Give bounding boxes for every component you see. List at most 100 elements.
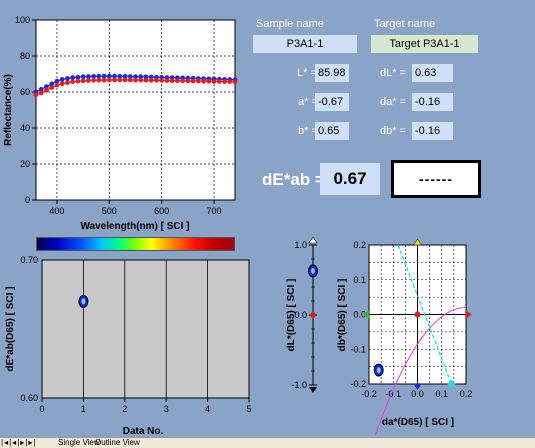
reflectance-point-red (65, 80, 70, 86)
dadb-sample-point-highlight (376, 367, 381, 374)
green-axis-marker (363, 310, 369, 319)
dE-y-label: dE*ab(D65) [ SCI ] (5, 286, 16, 371)
sample-name-field: P3A1-1 (253, 35, 357, 53)
reflectance-point-red (211, 78, 217, 84)
dE-data-point-highlight (81, 298, 86, 305)
reflectance-point-red (190, 78, 196, 84)
reflectance-point-red (148, 77, 154, 83)
dL-scale: dL*(D65) [ SCI ] 1.0 0.0 -1.0 (286, 236, 318, 393)
dadb-y-tick-label: -0.2 (350, 379, 366, 389)
reflectance-point-red (59, 81, 65, 87)
dadb-x-tick-label: 0.1 (435, 389, 448, 399)
measurement-panel: Reflectance(%) Wavelength(nm) [ SCI ] 0 2… (0, 0, 535, 437)
reflectance-point-red (122, 77, 128, 83)
reflectance-point-blue (70, 75, 76, 80)
reflectance-point-red (185, 78, 191, 84)
dL-scale-label: dL*(D65) [ SCI ] (286, 279, 297, 352)
dL-tick-label: 1.0 (294, 240, 307, 250)
reflectance-point-blue (54, 78, 60, 84)
dL-tick-label: -1.0 (291, 380, 307, 390)
reflectance-point-red (106, 77, 112, 83)
dE-x-tick-label: 1 (81, 404, 86, 414)
reflectance-point-red (80, 78, 86, 84)
reflectance-chart: Reflectance(%) Wavelength(nm) [ SCI ] 0 2… (3, 15, 238, 232)
dadb-x-tick-label: -0.1 (385, 389, 401, 399)
reflectance-point-blue (127, 74, 133, 79)
blue-axis-marker (413, 384, 422, 390)
dE-x-tick-label: 3 (164, 404, 169, 414)
reflectance-point-red (159, 78, 165, 83)
reflectance-point-blue (59, 77, 65, 82)
reflectance-point-red (33, 92, 39, 98)
reflectance-point-blue (117, 73, 123, 79)
reflectance-point-red (38, 90, 44, 96)
reflectance-point-blue (106, 73, 112, 79)
dadb-y-tick-label: -0.1 (350, 344, 366, 354)
da-value: -0.16 (412, 93, 453, 111)
data-no-x-label: Data No. (123, 426, 164, 437)
reflectance-point-red (227, 79, 233, 84)
reflectance-point-red (216, 78, 222, 84)
da-label: da* = (380, 96, 406, 108)
reflectance-point-red (195, 78, 201, 84)
reflectance-point-red (101, 77, 107, 83)
dL-tick-label: 0.0 (294, 310, 307, 320)
dL-value-marker-highlight (311, 267, 315, 274)
tab-outline-view[interactable]: Outline View (95, 438, 140, 447)
L-label: L* = (297, 67, 317, 79)
dadb-y-tick-label: 0.2 (353, 240, 366, 250)
hue-curve-magenta (374, 307, 467, 435)
dE-plot-area (41, 259, 250, 399)
reflectance-point-blue (44, 84, 49, 89)
reflectance-point-red (133, 77, 138, 83)
reflectance-x-tick-label: 600 (154, 206, 169, 216)
dL-top-arrow (308, 236, 318, 244)
target-name-field: Target P3A1-1 (371, 35, 478, 53)
dadb-origin-marker (414, 311, 421, 318)
b-value: 0.65 (315, 122, 349, 140)
a-label: a* = (298, 96, 318, 108)
dL-label: dL* = (380, 67, 406, 79)
b-label: b* = (298, 125, 318, 137)
reflectance-point-red (164, 78, 170, 83)
reflectance-point-red (91, 77, 97, 83)
reflectance-point-red (138, 77, 144, 83)
dE-x-tick-label: 4 (205, 404, 210, 414)
reflectance-point-red (143, 77, 149, 83)
reflectance-point-blue (49, 81, 55, 87)
reflectance-x-tick-label: 500 (102, 206, 117, 216)
reflectance-y-label: Reflectance(%) (3, 74, 14, 146)
dL-bottom-arrow (309, 387, 317, 393)
a-value: -0.67 (315, 93, 349, 111)
reflectance-point-red (54, 82, 60, 88)
nav-arrows[interactable]: |◂|◂|▸|▸| (1, 438, 37, 447)
reflectance-y-tick-label: 80 (20, 51, 30, 61)
reflectance-point-red (232, 79, 238, 85)
dE-y-tick-label: 0.70 (20, 255, 38, 265)
dadb-x-tick-label: 0.0 (411, 389, 424, 399)
dE-x-tick-label: 5 (246, 404, 251, 414)
reflectance-point-red (180, 78, 186, 84)
reflectance-point-blue (85, 74, 91, 79)
cyan-end-marker (447, 379, 456, 389)
reflectance-point-blue (96, 73, 102, 79)
reflectance-point-red (117, 77, 123, 83)
db-value: -0.16 (412, 122, 453, 140)
dE-x-tick-label: 2 (122, 404, 127, 414)
reflectance-point-red (44, 87, 49, 93)
tab-single-view[interactable]: Single View (58, 438, 100, 447)
dadb-x-tick-label: 0.2 (460, 389, 473, 399)
reflectance-point-red (49, 85, 55, 90)
dE-history-chart: dE*ab(D65) [ SCI ] Data No. 0 1 2 3 4 5 0.70 0.… (5, 255, 252, 437)
reflectance-x-tick-label: 400 (49, 206, 64, 216)
db-axis-label: db*(D65) [ SCI ] (337, 279, 348, 352)
reflectance-plot-area (35, 19, 236, 201)
reflectance-point-blue (101, 73, 107, 79)
reflectance-point-red (96, 77, 102, 83)
reflectance-point-blue (65, 76, 70, 81)
reflectance-point-blue (75, 74, 81, 80)
target-name-header: Target name (374, 18, 436, 30)
reflectance-point-blue (80, 74, 86, 80)
reflectance-y-tick-label: 0 (25, 195, 30, 205)
db-label: db* = (380, 125, 406, 137)
